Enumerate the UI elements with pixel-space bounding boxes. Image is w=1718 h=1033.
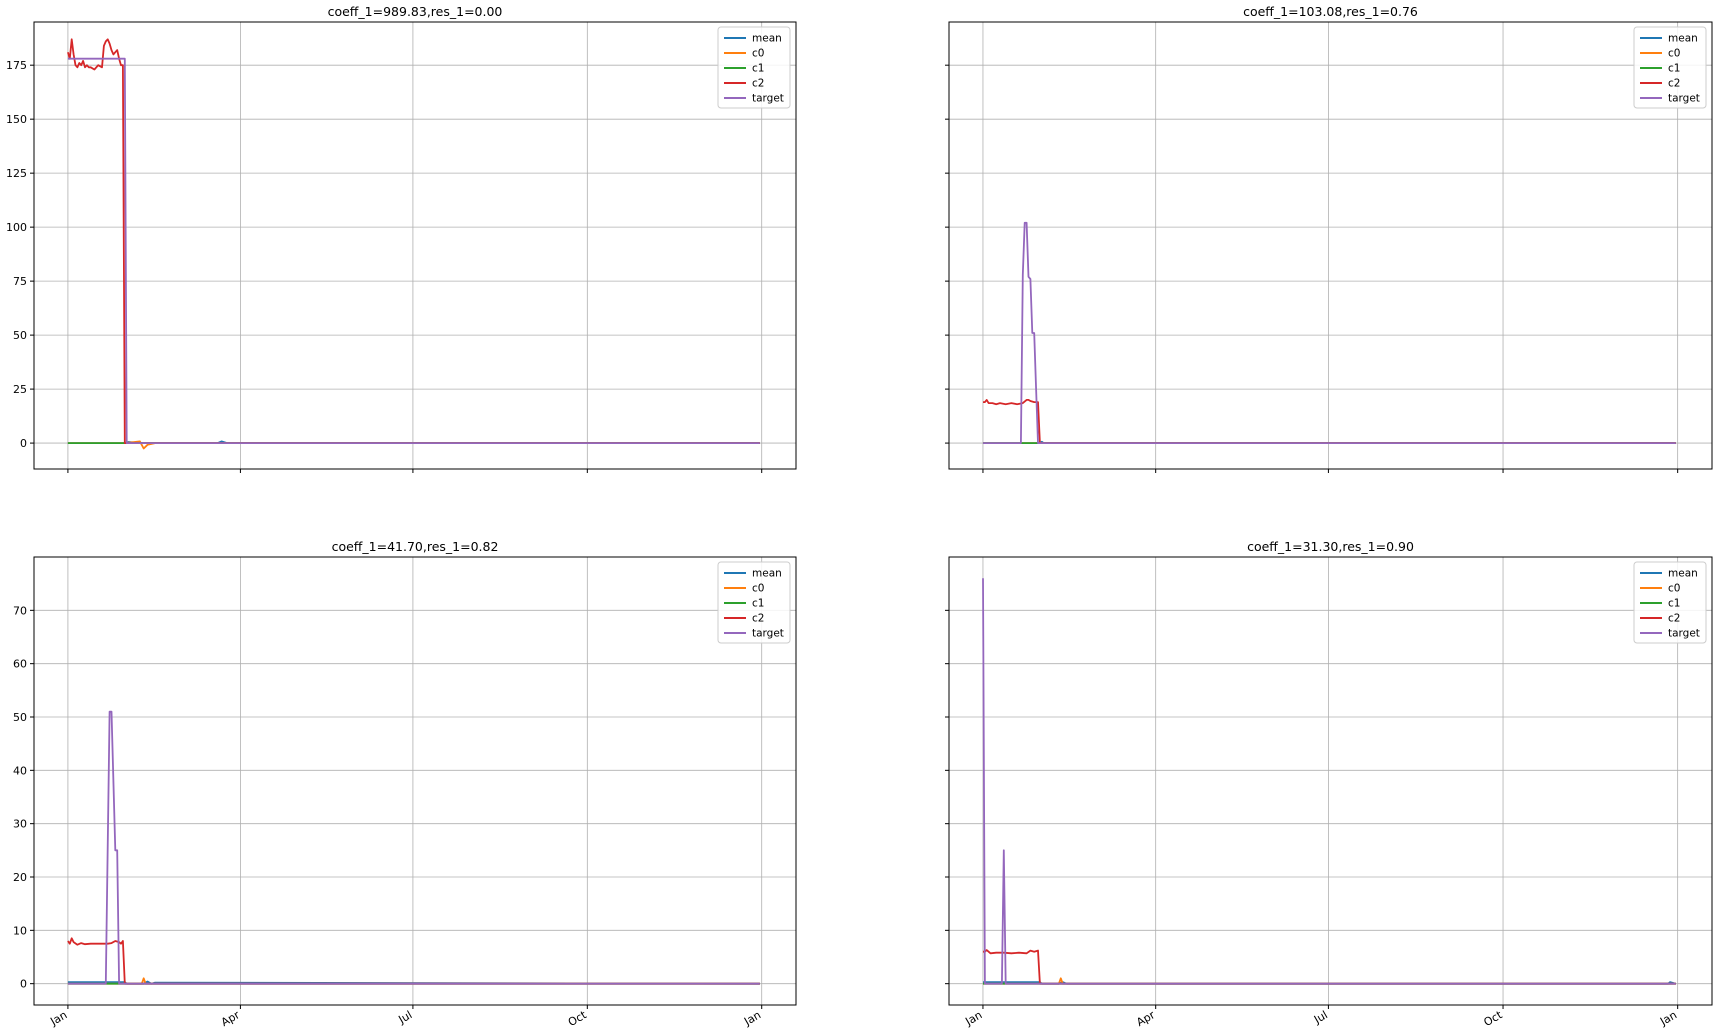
y-tick-label: 25	[13, 383, 27, 396]
series-line-target	[67, 57, 760, 445]
legend: mean c0 c1 c2 target	[717, 561, 791, 644]
legend-label-target: target	[1668, 93, 1700, 105]
x-tick-label: Oct	[1482, 1008, 1506, 1029]
series-group	[982, 578, 1677, 985]
y-tick-label: 125	[6, 167, 27, 180]
chart-panel-3: 0 10 20 30 40 50 60 70 Jan Apr Jul Oct Jan coeff_1=41…	[13, 539, 797, 1029]
y-tick-label: 50	[13, 329, 27, 342]
y-tick-label: 0	[20, 437, 27, 450]
axes-frame	[948, 21, 1713, 470]
legend-box	[717, 561, 791, 644]
legend-label-c2: c2	[752, 613, 764, 625]
x-tick-label: Jan	[741, 1008, 763, 1028]
y-tick-label: 0	[20, 978, 27, 991]
y-tick-label: 60	[13, 658, 27, 671]
legend-label-c0: c0	[752, 48, 764, 60]
y-tick-label: 20	[13, 871, 27, 884]
legend-box	[717, 26, 791, 109]
legend: mean c0 c1 c2 target	[717, 26, 791, 109]
legend-label-c1: c1	[752, 598, 764, 610]
chart-panel-1: 0 25 50 75 100 125 150 175 coeff_1=989.83,res_1=…	[6, 4, 797, 473]
y-tick-label: 10	[13, 924, 27, 937]
x-tick-label: Jan	[962, 1008, 984, 1028]
legend-label-mean: mean	[752, 33, 782, 45]
y-tick-label: 30	[13, 818, 27, 831]
legend-box	[1633, 561, 1707, 644]
x-tick-label: Apr	[1134, 1008, 1157, 1029]
y-tick-label: 70	[13, 604, 27, 617]
x-tick-label: Oct	[566, 1008, 590, 1029]
chart-title: coeff_1=31.30,res_1=0.90	[1247, 539, 1414, 554]
series-group	[983, 221, 1676, 445]
series-line-target	[983, 221, 1676, 445]
legend-label-c2: c2	[1668, 613, 1680, 625]
series-line-c2	[983, 398, 1676, 445]
series-line-c2	[67, 38, 760, 445]
chart-title: coeff_1=989.83,res_1=0.00	[328, 4, 503, 19]
x-tick-label: Apr	[219, 1008, 242, 1029]
x-tick-label: Jul	[396, 1008, 415, 1026]
axes-frame	[948, 556, 1713, 1006]
legend-label-c2: c2	[1668, 78, 1680, 90]
legend-label-c1: c1	[752, 63, 764, 75]
y-tick-label: 40	[13, 764, 27, 777]
legend-label-c0: c0	[752, 583, 764, 595]
axes-frame	[33, 21, 797, 470]
legend-label-target: target	[752, 93, 784, 105]
legend-label-target: target	[1668, 628, 1700, 640]
series-line-target	[67, 710, 760, 985]
y-tick-label: 175	[6, 59, 27, 72]
x-tick-label: Jul	[1311, 1008, 1330, 1026]
series-group	[67, 38, 760, 450]
series-group	[67, 710, 760, 985]
legend-label-mean: mean	[1668, 568, 1698, 580]
series-line-c2	[983, 949, 1676, 985]
y-tick-label: 50	[13, 711, 27, 724]
axes-frame	[33, 556, 797, 1006]
chart-title: coeff_1=103.08,res_1=0.76	[1243, 4, 1418, 19]
legend: mean c0 c1 c2 target	[1633, 26, 1707, 109]
x-tick-label: Jan	[47, 1008, 69, 1028]
y-tick-label: 75	[13, 275, 27, 288]
legend-label-c0: c0	[1668, 48, 1680, 60]
chart-panel-4: Jan Apr Jul Oct Jan coeff_1=31.30,res_1=0.90m…	[945, 539, 1713, 1029]
legend: mean c0 c1 c2 target	[1633, 561, 1707, 644]
legend-label-c1: c1	[1668, 598, 1680, 610]
legend-label-target: target	[752, 628, 784, 640]
y-tick-label: 100	[6, 221, 27, 234]
y-tick-label: 150	[6, 113, 27, 126]
legend-box	[1633, 26, 1707, 109]
legend-label-c2: c2	[752, 78, 764, 90]
chart-title: coeff_1=41.70,res_1=0.82	[332, 539, 499, 554]
series-line-c2	[67, 937, 760, 985]
legend-label-mean: mean	[752, 568, 782, 580]
series-line-target	[982, 578, 1676, 985]
x-tick-label: Jan	[1657, 1008, 1679, 1028]
legend-label-mean: mean	[1668, 33, 1698, 45]
legend-label-c1: c1	[1668, 63, 1680, 75]
legend-label-c0: c0	[1668, 583, 1680, 595]
